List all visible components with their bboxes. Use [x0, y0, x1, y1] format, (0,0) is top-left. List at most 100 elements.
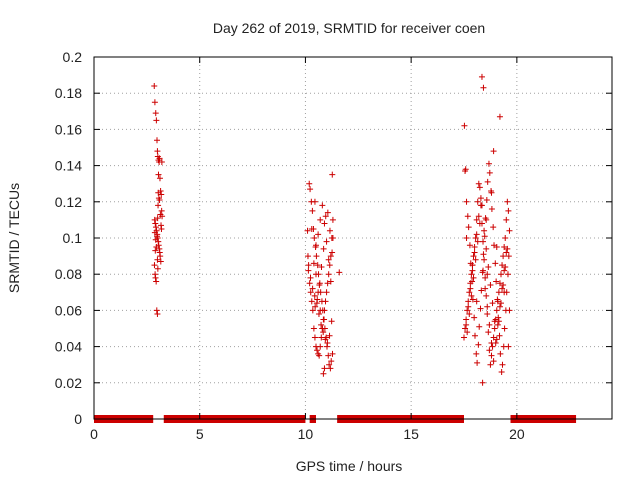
data-point [158, 225, 165, 232]
data-point [467, 285, 474, 292]
data-point [319, 202, 326, 209]
data-point [475, 180, 482, 187]
data-point [488, 189, 495, 196]
data-point [310, 260, 317, 267]
data-point [307, 289, 314, 296]
data-point [495, 318, 502, 325]
data-point [483, 245, 490, 252]
data-point [486, 347, 493, 354]
data-point [156, 175, 163, 182]
data-point [465, 298, 472, 305]
data-point [324, 209, 331, 216]
data-point [329, 249, 336, 256]
data-point [471, 244, 478, 251]
data-point [480, 251, 487, 258]
data-point [480, 238, 487, 245]
data-point [323, 238, 330, 245]
data-point [486, 321, 493, 328]
data-point [154, 311, 161, 318]
data-point [311, 198, 318, 205]
data-point [151, 99, 158, 106]
data-point [304, 253, 311, 260]
data-point [501, 325, 508, 332]
data-point [313, 242, 319, 249]
data-point [481, 256, 488, 263]
data-point [320, 245, 327, 252]
data-point [495, 314, 502, 321]
data-point [476, 220, 483, 227]
data-point [497, 350, 504, 357]
data-point [466, 289, 473, 296]
data-point [496, 332, 503, 339]
data-point [321, 316, 328, 323]
x-axis-label: GPS time / hours [296, 458, 403, 474]
data-point [506, 227, 513, 234]
data-point [478, 287, 485, 294]
data-point [464, 329, 471, 336]
data-point [304, 227, 311, 234]
data-point [309, 307, 316, 314]
data-point [313, 271, 319, 278]
data-point [158, 207, 165, 214]
data-point [502, 307, 509, 314]
data-point [466, 311, 473, 318]
x-tick-label: 5 [196, 426, 204, 442]
data-point [319, 325, 326, 332]
data-point [322, 213, 329, 220]
data-point [464, 213, 471, 220]
data-point [329, 350, 336, 357]
y-tick-label: 0.14 [55, 158, 82, 174]
data-point [471, 332, 478, 339]
data-point [485, 160, 492, 167]
x-tick-label: 0 [90, 426, 98, 442]
data-point [309, 285, 316, 292]
data-point [492, 339, 499, 346]
y-axis-label: SRMTID / TECUs [6, 183, 22, 293]
y-tick-label: 0.1 [63, 230, 83, 246]
data-point [157, 211, 164, 218]
data-point [496, 303, 503, 310]
data-point [322, 336, 329, 343]
data-point [493, 307, 500, 314]
data-point [154, 233, 161, 240]
data-point [152, 236, 159, 243]
data-point [154, 148, 161, 155]
data-point [504, 198, 511, 205]
data-point [327, 365, 334, 372]
data-point [489, 343, 496, 350]
data-point [326, 332, 333, 339]
data-point [502, 235, 509, 241]
data-point [314, 296, 321, 303]
data-point [501, 244, 508, 251]
data-point [461, 122, 468, 129]
data-point [313, 253, 320, 260]
data-point [478, 73, 485, 80]
data-point [488, 206, 495, 213]
data-point [486, 169, 493, 176]
y-tick-label: 0.18 [55, 85, 82, 101]
data-point [475, 213, 482, 220]
data-point [324, 280, 331, 287]
data-point [476, 184, 483, 191]
data-point [471, 314, 478, 321]
data-point [325, 352, 332, 359]
data-point [151, 229, 158, 236]
data-point [469, 262, 476, 269]
data-points [151, 73, 513, 386]
data-point [484, 271, 491, 278]
data-point [504, 245, 511, 252]
data-point [498, 300, 504, 307]
data-point [474, 238, 481, 245]
data-point [327, 278, 334, 285]
data-point [309, 207, 316, 214]
data-point [317, 307, 324, 314]
data-point [154, 256, 161, 263]
data-point [308, 298, 315, 305]
data-point [490, 334, 497, 341]
data-point [496, 113, 503, 120]
data-point [307, 186, 314, 193]
data-point [321, 220, 328, 227]
data-point [481, 233, 488, 240]
data-point [493, 336, 500, 343]
